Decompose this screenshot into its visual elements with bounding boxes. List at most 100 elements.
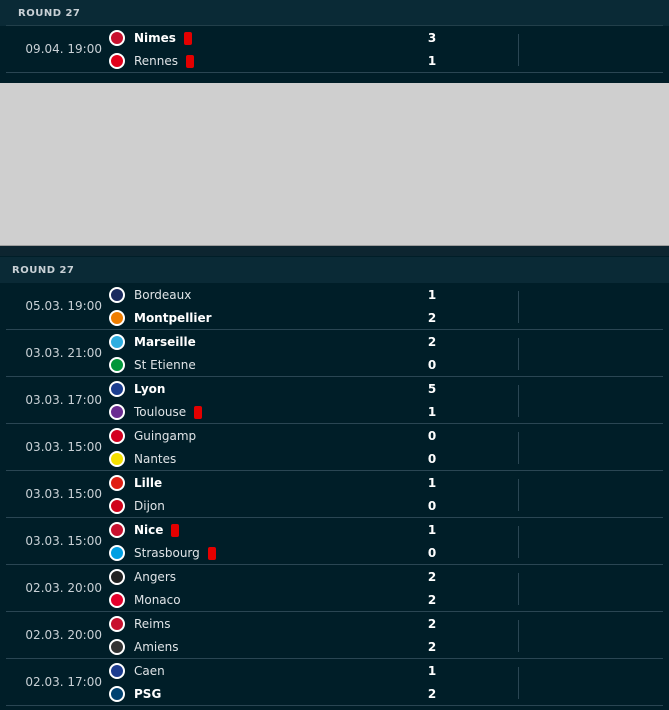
team-logo-icon: [109, 381, 125, 397]
team-name: St Etienne: [134, 358, 196, 372]
section-divider: [0, 246, 669, 256]
away-score: 0: [427, 499, 437, 513]
team-logo-icon: [109, 592, 125, 608]
match-row[interactable]: 02.03. 20:00 Reims Amiens 2 2: [6, 612, 663, 659]
column-divider: [518, 385, 519, 417]
team-name: Amiens: [134, 640, 179, 654]
team-name: Rennes: [134, 54, 179, 68]
team-logo-icon: [109, 522, 125, 538]
team-name: Nice: [134, 523, 164, 537]
away-team[interactable]: Rennes: [109, 51, 195, 71]
match-row[interactable]: 03.03. 15:00 Lille Dijon 1 0: [6, 471, 663, 518]
divider: [6, 25, 663, 26]
match-time: 03.03. 15:00: [25, 534, 102, 548]
match-time: 03.03. 15:00: [25, 440, 102, 454]
away-team[interactable]: Nantes: [109, 449, 176, 469]
match-time: 05.03. 19:00: [25, 299, 102, 313]
away-score: 2: [427, 311, 437, 325]
home-team[interactable]: Lyon: [109, 379, 165, 399]
home-score: 1: [427, 523, 437, 537]
away-score: 1: [427, 405, 437, 419]
match-row[interactable]: 03.03. 15:00 Nice Strasbourg 1 0: [6, 518, 663, 565]
red-card-icon: [171, 523, 180, 537]
away-team[interactable]: Toulouse: [109, 402, 203, 422]
away-team[interactable]: Strasbourg: [109, 543, 216, 563]
match-row[interactable]: 03.03. 17:00 Lyon Toulouse 5 1: [6, 377, 663, 424]
match-time: 03.03. 17:00: [25, 393, 102, 407]
red-card-icon: [186, 54, 195, 68]
column-divider: [518, 526, 519, 558]
home-team[interactable]: Bordeaux: [109, 285, 191, 305]
column-divider: [518, 479, 519, 511]
team-logo-icon: [109, 569, 125, 585]
away-score: 0: [427, 546, 437, 560]
home-score: 1: [427, 476, 437, 490]
team-logo-icon: [109, 639, 125, 655]
team-logo-icon: [109, 475, 125, 491]
match-time: 09.04. 19:00: [25, 42, 102, 56]
match-row[interactable]: 09.04. 19:00 Nimes Rennes 3 1: [6, 26, 663, 73]
match-row[interactable]: 05.03. 19:00 Bordeaux Montpellier 1 2: [6, 283, 663, 330]
match-time: 03.03. 15:00: [25, 487, 102, 501]
round-header: ROUND 27: [0, 257, 669, 283]
away-team[interactable]: St Etienne: [109, 355, 196, 375]
team-name: Nantes: [134, 452, 177, 466]
team-logo-icon: [109, 428, 125, 444]
team-logo-icon: [109, 334, 125, 350]
away-team[interactable]: Dijon: [109, 496, 165, 516]
team-name: Marseille: [134, 335, 196, 349]
home-score: 3: [427, 31, 437, 45]
team-logo-icon: [109, 404, 125, 420]
team-name: Reims: [134, 617, 171, 631]
match-row[interactable]: 03.03. 21:00 Marseille St Etienne 2 0: [6, 330, 663, 377]
column-divider: [518, 338, 519, 370]
away-score: 2: [427, 640, 437, 654]
match-row[interactable]: 02.03. 20:00 Angers Monaco 2 2: [6, 565, 663, 612]
away-team[interactable]: Montpellier: [109, 308, 212, 328]
home-score: 1: [427, 288, 437, 302]
team-logo-icon: [109, 357, 125, 373]
team-logo-icon: [109, 663, 125, 679]
home-team[interactable]: Nice: [109, 520, 180, 540]
home-team[interactable]: Guingamp: [109, 426, 196, 446]
home-team[interactable]: Lille: [109, 473, 162, 493]
away-score: 1: [427, 54, 437, 68]
match-time: 02.03. 20:00: [25, 628, 102, 642]
team-name: Nimes: [134, 31, 176, 45]
red-card-icon: [194, 405, 203, 419]
team-name: Caen: [134, 664, 165, 678]
match-row[interactable]: 03.03. 15:00 Guingamp Nantes 0 0: [6, 424, 663, 471]
team-logo-icon: [109, 287, 125, 303]
team-name: Angers: [134, 570, 176, 584]
column-divider: [518, 573, 519, 605]
home-score: 0: [427, 429, 437, 443]
team-logo-icon: [109, 498, 125, 514]
away-team[interactable]: Amiens: [109, 637, 178, 657]
column-divider: [518, 667, 519, 699]
home-team[interactable]: Nimes: [109, 28, 192, 48]
home-team[interactable]: Reims: [109, 614, 170, 634]
home-score: 1: [427, 664, 437, 678]
team-logo-icon: [109, 616, 125, 632]
team-logo-icon: [109, 451, 125, 467]
home-team[interactable]: Marseille: [109, 332, 196, 352]
team-name: Lille: [134, 476, 163, 490]
away-team[interactable]: Monaco: [109, 590, 181, 610]
match-row[interactable]: 02.03. 17:00 Caen PSG 1 2: [6, 659, 663, 706]
home-team[interactable]: Caen: [109, 661, 165, 681]
team-name: Lyon: [134, 382, 166, 396]
match-time: 02.03. 20:00: [25, 581, 102, 595]
column-divider: [518, 620, 519, 652]
red-card-icon: [207, 546, 216, 560]
round-header: ROUND 27: [0, 0, 669, 26]
home-team[interactable]: Angers: [109, 567, 176, 587]
team-logo-icon: [109, 686, 125, 702]
column-divider: [518, 34, 519, 66]
team-name: Guingamp: [134, 429, 197, 443]
away-team[interactable]: PSG: [109, 684, 161, 704]
column-divider: [518, 291, 519, 323]
team-logo-icon: [109, 53, 125, 69]
ad-placeholder: [0, 83, 669, 246]
away-score: 2: [427, 593, 437, 607]
team-logo-icon: [109, 310, 125, 326]
